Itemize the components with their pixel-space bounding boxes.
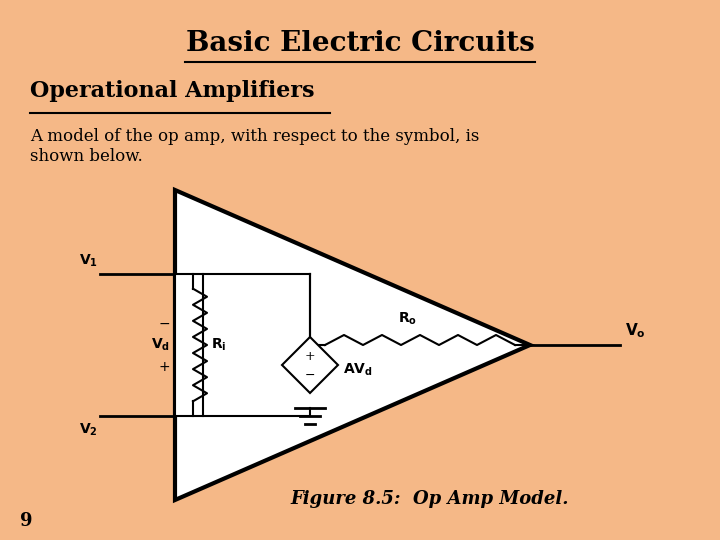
Text: +: + <box>305 350 315 363</box>
Text: $\mathbf{V_o}$: $\mathbf{V_o}$ <box>625 321 646 340</box>
Polygon shape <box>175 190 530 500</box>
Text: $\mathbf{R_o}$: $\mathbf{R_o}$ <box>398 310 417 327</box>
Text: Operational Amplifiers: Operational Amplifiers <box>30 80 315 102</box>
Text: $-$: $-$ <box>158 316 170 330</box>
Text: Basic Electric Circuits: Basic Electric Circuits <box>186 30 534 57</box>
Text: 9: 9 <box>20 512 32 530</box>
Text: $-$: $-$ <box>305 368 315 381</box>
Text: A model of the op amp, with respect to the symbol, is: A model of the op amp, with respect to t… <box>30 128 480 145</box>
Polygon shape <box>282 337 338 393</box>
Text: $\mathbf{V_1}$: $\mathbf{V_1}$ <box>79 252 98 269</box>
Text: $\mathbf{V_d}$: $\mathbf{V_d}$ <box>151 337 170 353</box>
Text: Figure 8.5:  Op Amp Model.: Figure 8.5: Op Amp Model. <box>291 490 570 508</box>
Text: shown below.: shown below. <box>30 148 143 165</box>
Text: $\mathbf{V_2}$: $\mathbf{V_2}$ <box>79 421 98 438</box>
Text: $\mathbf{R_i}$: $\mathbf{R_i}$ <box>211 337 227 353</box>
Polygon shape <box>175 274 203 416</box>
Text: $\mathbf{AV_d}$: $\mathbf{AV_d}$ <box>343 362 373 378</box>
Text: $+$: $+$ <box>158 360 170 374</box>
